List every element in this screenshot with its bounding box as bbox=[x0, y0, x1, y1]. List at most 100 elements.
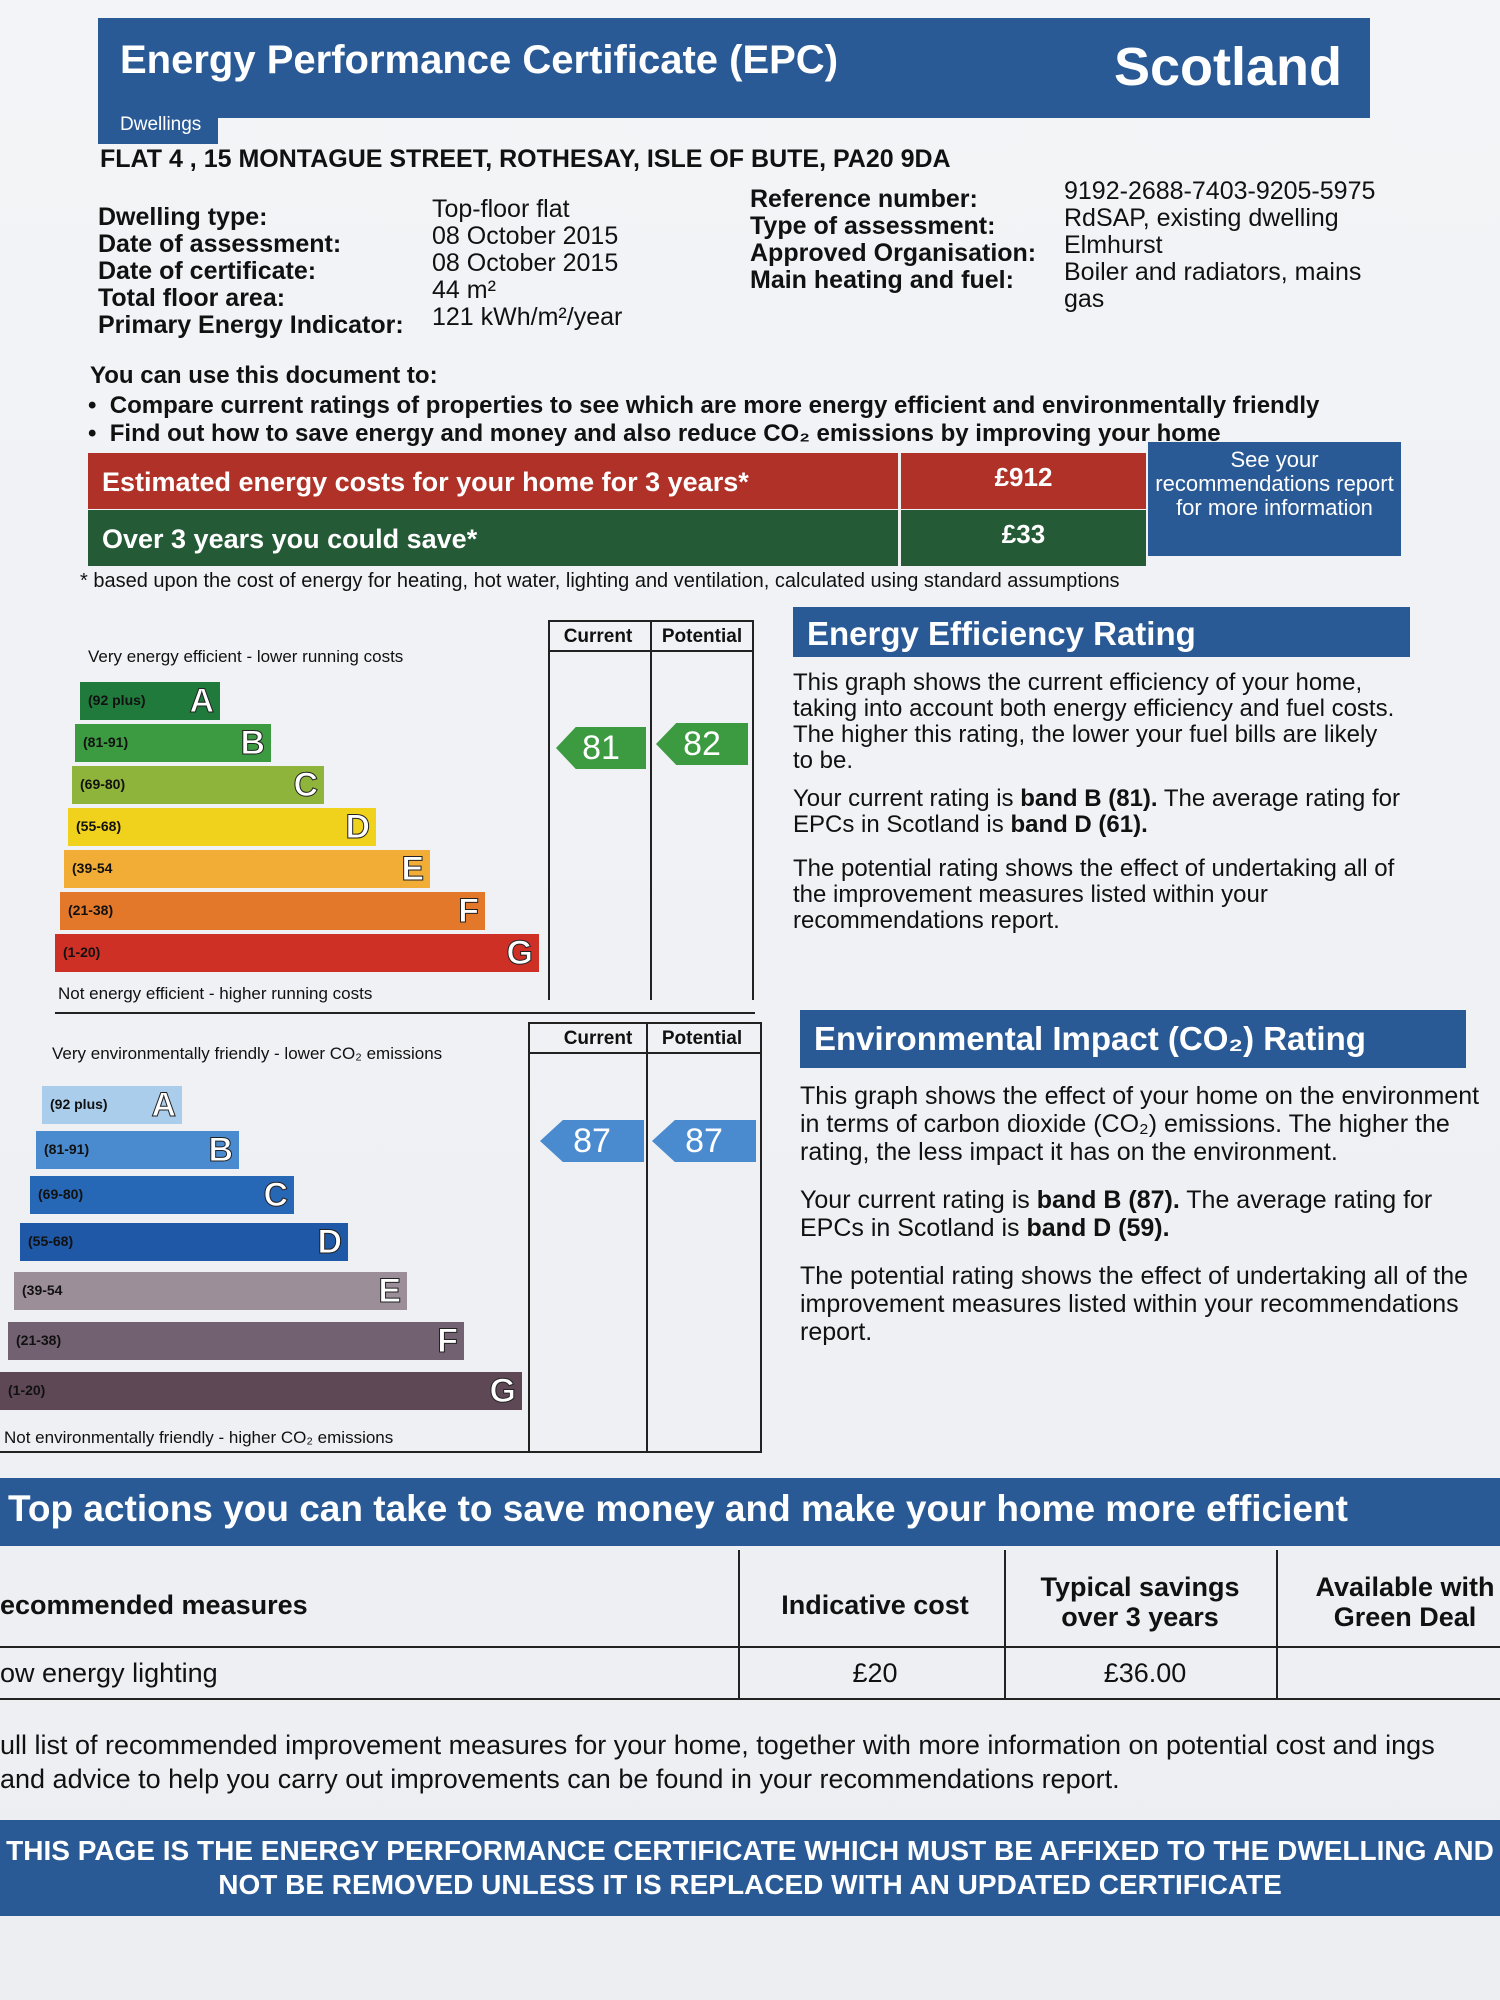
header-cost: Indicative cost bbox=[781, 1590, 969, 1620]
divider bbox=[528, 1022, 762, 1024]
env-potential-rating: 87 bbox=[652, 1120, 756, 1162]
bullet-text: Compare current ratings of properties to… bbox=[109, 392, 1320, 419]
divider bbox=[548, 620, 550, 1000]
env-panel-paragraph: The potential rating shows the effect of… bbox=[800, 1262, 1469, 1346]
divider bbox=[548, 650, 754, 652]
energy-potential-rating: 82 bbox=[656, 723, 748, 765]
divider bbox=[1276, 1550, 1278, 1698]
detail-label: Date of certificate: bbox=[98, 257, 317, 285]
detail-value: 08 October 2015 bbox=[432, 222, 619, 250]
savings-label: Over 3 years you could save* bbox=[88, 510, 898, 566]
energy-current-rating: 81 bbox=[556, 727, 646, 769]
column-header-potential: Potential bbox=[661, 626, 743, 647]
divider bbox=[548, 620, 754, 622]
env-panel-paragraph: This graph shows the effect of your home… bbox=[800, 1082, 1480, 1166]
detail-label: Main heating and fuel: bbox=[750, 266, 1014, 294]
energy-panel-paragraph: The potential rating shows the effect of… bbox=[793, 855, 1395, 934]
detail-value: 08 October 2015 bbox=[432, 249, 619, 277]
divider bbox=[528, 1022, 530, 1452]
chart-top-caption: Very energy efficient - lower running co… bbox=[88, 647, 404, 666]
divider bbox=[650, 620, 652, 1000]
env-panel-text: This graph shows the effect of your home… bbox=[800, 1082, 1480, 1346]
divider bbox=[55, 1012, 755, 1014]
estimated-cost-label: Estimated energy costs for your home for… bbox=[88, 453, 898, 509]
top-actions-heading: Top actions you can take to save money a… bbox=[0, 1478, 1500, 1546]
env-band-a: (92 plus) A bbox=[42, 1086, 182, 1125]
env-band-f: (21-38) F bbox=[8, 1322, 464, 1361]
environmental-impact-heading: Environmental Impact (CO₂) Rating bbox=[800, 1010, 1466, 1068]
details-left: Dwelling type: Date of assessment: Date … bbox=[98, 204, 404, 339]
detail-label: Primary Energy Indicator: bbox=[98, 311, 404, 339]
measure-name: ow energy lighting bbox=[0, 1658, 218, 1688]
energy-rating-chart: Very energy efficient - lower running co… bbox=[0, 620, 780, 1020]
chart-top-caption: Very environmentally friendly - lower CO… bbox=[52, 1044, 443, 1063]
detail-label: Reference number: bbox=[750, 185, 978, 213]
detail-label: Date of assessment: bbox=[98, 230, 342, 258]
affix-notice-banner: THIS PAGE IS THE ENERGY PERFORMANCE CERT… bbox=[0, 1820, 1500, 1916]
chart-bottom-caption: Not environmentally friendly - higher CO… bbox=[4, 1428, 394, 1447]
detail-value: 9192-2688-7403-9205-5975 bbox=[1064, 177, 1376, 205]
env-band-e: (39-54 E bbox=[14, 1272, 407, 1311]
divider bbox=[752, 620, 754, 1000]
column-header-current: Current bbox=[563, 626, 633, 647]
detail-value: Boiler and radiators, mains gas bbox=[1064, 258, 1362, 313]
usage-intro: You can use this document to: bbox=[90, 362, 438, 389]
detail-label: Type of assessment: bbox=[750, 212, 996, 240]
energy-band-e: (39-54 E bbox=[64, 850, 430, 889]
header-measures: ecommended measures bbox=[0, 1590, 308, 1620]
chart-bottom-caption: Not energy efficient - higher running co… bbox=[58, 984, 373, 1003]
divider bbox=[0, 1646, 1500, 1648]
detail-label: Total floor area: bbox=[98, 284, 286, 312]
savings-value: £33 bbox=[898, 510, 1146, 566]
divider bbox=[760, 1022, 762, 1452]
detail-label: Approved Organisation: bbox=[750, 239, 1037, 267]
env-band-b: (81-91) B bbox=[36, 1131, 239, 1170]
environmental-rating-chart: Very environmentally friendly - lower CO… bbox=[0, 1022, 780, 1472]
energy-band-f: (21-38) F bbox=[60, 892, 485, 931]
header-savings: Typical savings over 3 years bbox=[1040, 1572, 1240, 1632]
detail-value: Elmhurst bbox=[1064, 231, 1163, 259]
divider bbox=[0, 1451, 762, 1453]
recommendations-note: ull list of recommended improvement meas… bbox=[0, 1730, 1435, 1794]
energy-band-d: (55-68) D bbox=[68, 808, 376, 847]
dwellings-tag: Dwellings bbox=[98, 108, 218, 144]
env-band-d: (55-68) D bbox=[20, 1223, 348, 1262]
env-current-rating: 87 bbox=[540, 1120, 644, 1162]
details-right: Reference number: Type of assessment: Ap… bbox=[750, 186, 1036, 294]
bullet-item: • Find out how to save energy and money … bbox=[88, 420, 1221, 447]
detail-value: 121 kWh/m²/year bbox=[432, 303, 623, 331]
cost-footnote: * based upon the cost of energy for heat… bbox=[80, 570, 1120, 592]
certificate-title: Energy Performance Certificate (EPC) bbox=[120, 38, 839, 82]
energy-band-c: (69-80) C bbox=[72, 766, 324, 805]
energy-panel-rating-text: Your current rating is band B (81). The … bbox=[793, 785, 1400, 838]
detail-value: 44 m² bbox=[432, 276, 496, 304]
env-band-c: (69-80) C bbox=[30, 1176, 294, 1215]
header-banner: Energy Performance Certificate (EPC) Sco… bbox=[98, 18, 1370, 118]
region-label: Scotland bbox=[1113, 37, 1342, 97]
measure-cost: £20 bbox=[852, 1658, 898, 1688]
details-right-values: 9192-2688-7403-9205-5975 RdSAP, existing… bbox=[1064, 178, 1394, 313]
divider bbox=[646, 1022, 648, 1452]
env-panel-rating-text: Your current rating is band B (87). The … bbox=[800, 1186, 1433, 1242]
energy-band-a: (92 plus) A bbox=[80, 682, 220, 721]
details-left-values: Top-floor flat 08 October 2015 08 Octobe… bbox=[432, 196, 622, 331]
divider bbox=[528, 1052, 762, 1054]
header-green-deal: Available with Green Deal bbox=[1315, 1572, 1495, 1632]
bullet-item: • Compare current ratings of properties … bbox=[88, 392, 1320, 419]
actions-table: ecommended measures Indicative cost Typi… bbox=[0, 1546, 1500, 1702]
divider bbox=[738, 1550, 740, 1698]
detail-value: RdSAP, existing dwelling bbox=[1064, 204, 1339, 232]
divider bbox=[1004, 1550, 1006, 1698]
detail-value: Top-floor flat bbox=[432, 195, 570, 223]
divider bbox=[0, 1698, 1500, 1700]
energy-panel-text: This graph shows the current efficiency … bbox=[793, 670, 1403, 934]
estimated-cost-value: £912 bbox=[898, 453, 1146, 509]
energy-band-g: (1-20) G bbox=[55, 934, 539, 973]
column-header-current: Current bbox=[563, 1028, 633, 1049]
detail-label: Dwelling type: bbox=[98, 203, 268, 231]
bullet-text: Find out how to save energy and money an… bbox=[109, 420, 1221, 447]
energy-panel-paragraph: This graph shows the current efficiency … bbox=[793, 669, 1395, 774]
env-band-g: (1-20) G bbox=[0, 1372, 522, 1411]
property-address: FLAT 4 , 15 MONTAGUE STREET, ROTHESAY, I… bbox=[100, 145, 951, 173]
